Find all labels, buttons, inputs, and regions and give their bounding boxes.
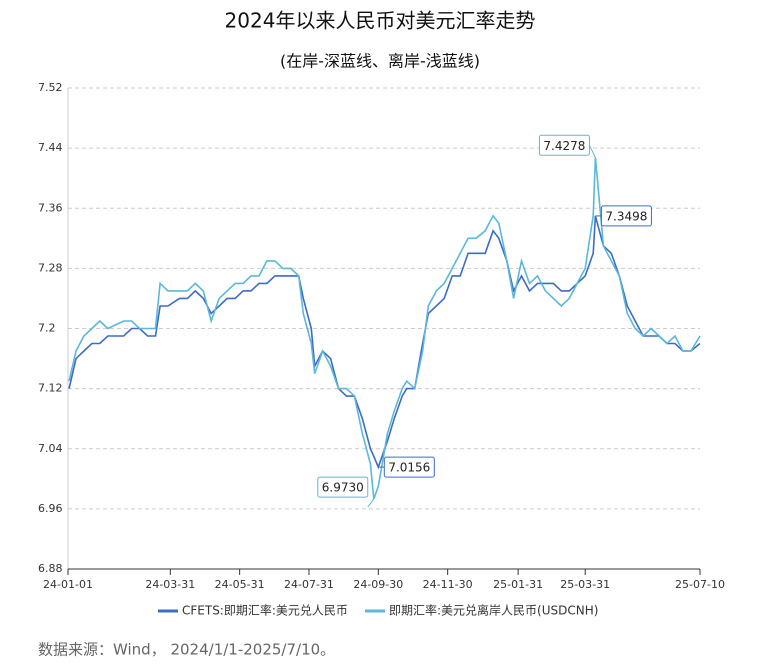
annotation-box [317, 476, 369, 498]
y-tick-label: 7.12 [38, 382, 63, 395]
chart-subtitle: (在岸-深蓝线、离岸-浅蓝线) [280, 52, 480, 71]
x-tick-label: 24-09-30 [353, 578, 403, 591]
annotation-label: 6.9730 [322, 481, 364, 495]
annotation-label: 7.3498 [605, 209, 647, 223]
y-tick-label: 6.96 [38, 502, 63, 515]
x-tick-label: 24-03-31 [145, 578, 195, 591]
y-tick-label: 7.52 [38, 81, 63, 94]
annotation-leader [588, 145, 596, 158]
annotation-label: 7.4278 [543, 139, 585, 153]
series-line [68, 215, 701, 470]
x-tick-label: 25-01-31 [493, 578, 543, 591]
y-tick-label: 6.88 [38, 562, 63, 575]
y-tick-label: 7.2 [38, 322, 56, 335]
x-tick-label: 24-11-30 [423, 578, 473, 591]
chart-title: 2024年以来人民币对美元汇率走势 [225, 9, 536, 33]
y-tick-label: 7.36 [38, 201, 63, 214]
y-tick-label: 7.28 [38, 261, 63, 274]
y-tick-label: 7.04 [38, 442, 63, 455]
y-tick-label: 7.44 [38, 141, 63, 154]
annotation-box [383, 456, 435, 478]
annotation-label: 7.0156 [388, 461, 430, 475]
source-note: 数据来源：Wind， 2024/1/1-2025/7/10。 [38, 641, 335, 659]
annotation-box [600, 205, 652, 227]
x-tick-label: 24-05-31 [215, 578, 265, 591]
legend-label: CFETS:即期汇率:美元兑人民币 [182, 603, 348, 618]
x-tick-label: 24-01-01 [43, 578, 93, 591]
series-line [68, 157, 701, 500]
annotation-leader [367, 498, 375, 508]
x-tick-label: 25-03-31 [560, 578, 610, 591]
x-tick-label: 24-07-31 [284, 578, 334, 591]
annotation-box [538, 134, 590, 156]
x-tick-label: 25-07-10 [675, 578, 725, 591]
legend-label: 即期汇率:美元兑离岸人民币(USDCNH) [389, 603, 598, 618]
